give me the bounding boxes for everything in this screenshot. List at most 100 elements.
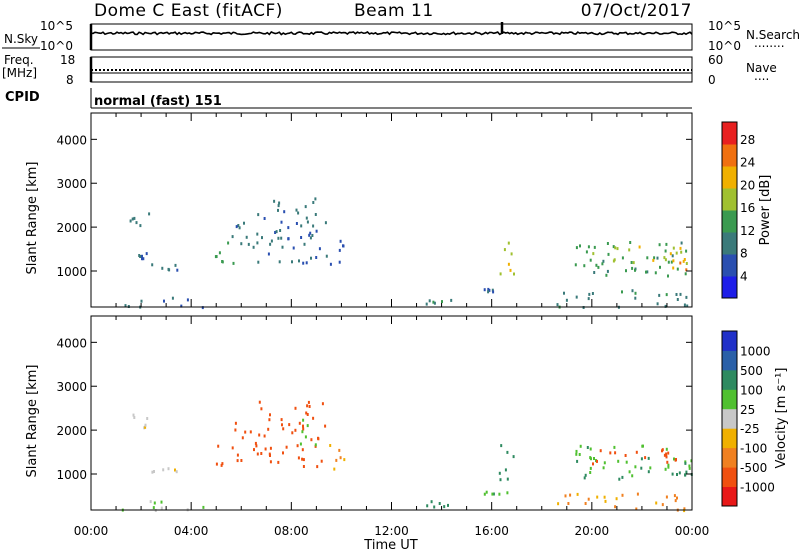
power-colorbar-swatch bbox=[722, 254, 737, 277]
echo-cell bbox=[667, 451, 670, 455]
echo-cell bbox=[685, 295, 688, 299]
echo-cell bbox=[263, 434, 266, 438]
echo-cell bbox=[339, 456, 342, 460]
power-colorbar-swatch bbox=[722, 232, 737, 255]
echo-cell bbox=[587, 297, 590, 301]
velocity-colorbar-tick: 1000 bbox=[740, 344, 771, 358]
echo-cell bbox=[565, 298, 568, 302]
power-colorbar-tick: 4 bbox=[740, 269, 748, 283]
echo-cell bbox=[132, 413, 135, 417]
echo-cell bbox=[256, 452, 259, 456]
echo-cell bbox=[141, 254, 143, 258]
echo-cell bbox=[666, 460, 669, 464]
echo-cell bbox=[655, 501, 658, 505]
echo-cell bbox=[641, 444, 644, 448]
echo-cell bbox=[646, 256, 649, 260]
echo-cell bbox=[285, 445, 288, 449]
velocity-colorbar-frame bbox=[721, 330, 738, 507]
y-tick-label: 1000 bbox=[56, 265, 87, 279]
velocity-colorbar-swatch bbox=[722, 467, 737, 487]
freq-tick-top: 18 bbox=[60, 53, 75, 67]
echo-cell bbox=[507, 262, 510, 266]
echo-cell bbox=[492, 492, 495, 496]
echo-cell bbox=[335, 458, 338, 462]
nave-dots: .... bbox=[754, 69, 769, 83]
echo-cell bbox=[301, 457, 304, 461]
echo-cell bbox=[302, 465, 305, 468]
echo-cell bbox=[278, 260, 281, 264]
echo-cell bbox=[257, 260, 260, 264]
echo-cell bbox=[304, 205, 307, 209]
nave-tick-bottom: 0 bbox=[708, 73, 716, 87]
velocity-x-ticks bbox=[90, 316, 693, 510]
power-colorbar-swatch bbox=[722, 166, 737, 189]
echo-cell bbox=[343, 458, 346, 462]
echo-cell bbox=[498, 471, 501, 475]
echo-cell bbox=[485, 490, 488, 494]
y-tick-label: 2000 bbox=[56, 424, 87, 438]
echo-cell bbox=[614, 246, 617, 250]
echo-cell bbox=[664, 258, 667, 262]
echo-cell bbox=[426, 504, 429, 508]
echo-cell bbox=[613, 445, 616, 449]
echo-cell bbox=[629, 241, 632, 244]
echo-cell bbox=[302, 424, 304, 428]
echo-cell bbox=[575, 449, 578, 453]
power-ylabel: Slant Range [km] bbox=[25, 162, 40, 275]
echo-cell bbox=[589, 456, 592, 460]
echo-cell bbox=[237, 224, 240, 227]
echo-cell bbox=[135, 221, 138, 225]
echo-cell bbox=[291, 260, 293, 264]
echo-cell bbox=[669, 252, 672, 256]
power-x-ticks bbox=[90, 113, 693, 307]
echo-cell bbox=[339, 239, 342, 243]
echo-cell bbox=[607, 252, 610, 256]
echo-cell bbox=[574, 263, 577, 267]
echo-cell bbox=[649, 466, 652, 470]
echo-cell bbox=[312, 416, 315, 420]
echo-cell bbox=[624, 454, 627, 457]
echo-cell bbox=[634, 465, 637, 469]
echo-cell bbox=[333, 467, 336, 471]
echo-cell bbox=[443, 505, 446, 509]
cpid-label: CPID bbox=[5, 90, 40, 105]
echo-cell bbox=[295, 208, 298, 212]
echo-cell bbox=[603, 495, 606, 499]
echo-cell bbox=[592, 462, 594, 466]
echo-cell bbox=[586, 446, 589, 449]
echo-cell bbox=[279, 229, 282, 232]
echo-cell bbox=[588, 292, 591, 296]
echo-cell bbox=[180, 304, 183, 308]
echo-cell bbox=[274, 231, 277, 234]
echo-cell bbox=[294, 428, 297, 432]
echo-cell bbox=[149, 500, 152, 504]
echo-cell bbox=[162, 468, 165, 472]
echo-cell bbox=[151, 263, 154, 267]
echo-cell bbox=[133, 416, 136, 419]
echo-cell bbox=[513, 272, 515, 276]
echo-cell bbox=[688, 466, 691, 470]
time-axis-labels: 00:00 04:00 08:00 12:00 16:00 20:00 00:00 bbox=[74, 524, 710, 538]
echo-cell bbox=[201, 306, 204, 310]
echo-cell bbox=[142, 257, 145, 261]
echo-cell bbox=[231, 446, 234, 450]
echo-cell bbox=[269, 242, 272, 246]
echo-cell bbox=[576, 492, 579, 496]
echo-cell bbox=[321, 402, 324, 406]
echo-cell bbox=[659, 265, 661, 269]
power-colorbar-swatch bbox=[722, 210, 737, 233]
echo-cell bbox=[665, 452, 668, 456]
echo-cell bbox=[593, 245, 596, 249]
echo-cell bbox=[509, 268, 512, 272]
echo-cell bbox=[593, 457, 595, 460]
echo-cell bbox=[683, 258, 686, 261]
echo-cell bbox=[144, 425, 147, 429]
echo-cell bbox=[186, 298, 189, 302]
echo-cell bbox=[500, 444, 503, 448]
freq-strip: Freq. [MHz] 18 8 60 0 Nave .... bbox=[2, 53, 777, 87]
echo-cell bbox=[602, 259, 605, 263]
echo-cell bbox=[215, 462, 218, 466]
echo-cell bbox=[628, 470, 631, 474]
echo-cell bbox=[665, 495, 668, 499]
